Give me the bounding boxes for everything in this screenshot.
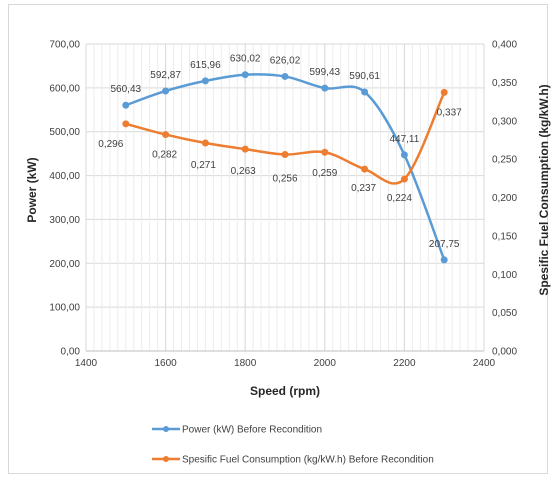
power-data-label: 207,75 (429, 239, 460, 250)
y2-tick-label: 0,300 (492, 116, 517, 127)
y-tick-label: 600,00 (49, 83, 80, 94)
y-tick-label: 500,00 (49, 127, 80, 138)
sfc-data-label: 0,337 (437, 107, 462, 118)
sfc-data-point (241, 145, 249, 153)
sfc-data-point (321, 148, 329, 156)
power-data-point (162, 87, 170, 95)
sfc-data-label: 0,271 (191, 160, 216, 171)
sfc-data-label: 0,256 (272, 174, 297, 185)
sfc-data-label: 0,224 (387, 193, 412, 204)
x-tick-label: 2400 (473, 358, 496, 369)
power-data-label: 592,87 (150, 70, 181, 81)
y2-tick-label: 0,200 (492, 193, 517, 204)
sfc-data-point (281, 151, 289, 159)
legend-power-marker (163, 426, 169, 432)
y2-tick-label: 0,050 (492, 308, 517, 319)
sfc-data-point (201, 139, 209, 147)
sfc-data-point (361, 165, 369, 173)
x-tick-label: 2000 (314, 358, 337, 369)
y-tick-label: 300,00 (49, 215, 80, 226)
sfc-data-label: 0,263 (231, 166, 256, 177)
sfc-data-point (440, 88, 448, 96)
power-data-point (201, 77, 209, 85)
sfc-data-point (122, 120, 130, 128)
grid (85, 43, 485, 352)
y-tick-label: 200,00 (49, 259, 80, 270)
y2-tick-label: 0,150 (492, 231, 517, 242)
power-data-point (122, 101, 130, 109)
power-data-label: 626,02 (270, 55, 301, 66)
power-data-point (440, 256, 448, 264)
legend-power-label: Power (kW) Before Recondition (182, 425, 322, 436)
power-data-label: 630,02 (230, 54, 261, 65)
y-axis-title: Power (kW) (25, 157, 39, 222)
y2-tick-label: 0,000 (492, 347, 517, 358)
sfc-data-label: 0,237 (351, 183, 376, 194)
x-tick-label: 1600 (154, 358, 177, 369)
y-tick-label: 400,00 (49, 171, 80, 182)
power-data-label: 447,11 (389, 134, 419, 145)
x-tick-label: 1800 (234, 358, 257, 369)
chart-frame (8, 4, 548, 474)
power-data-point (281, 72, 289, 80)
power-data-label: 560,43 (111, 84, 142, 95)
power-data-label: 615,96 (190, 60, 221, 71)
y2-axis-title: Spesific Fuel Consumption (kg/kW.h) (537, 84, 551, 295)
power-data-label: 590,61 (349, 71, 380, 82)
x-axis-title: Speed (rpm) (250, 384, 320, 398)
power-data-point (241, 71, 249, 79)
power-data-point (321, 84, 329, 92)
sfc-data-point (162, 131, 170, 139)
x-tick-label: 1400 (75, 358, 98, 369)
series-layer (122, 71, 448, 264)
power-data-point (361, 88, 369, 96)
sfc-data-label: 0,282 (152, 150, 177, 161)
legend-sfc-label: Spesific Fuel Consumption (kg/kW.h) Befo… (182, 455, 434, 466)
y2-tick-label: 0,100 (492, 270, 517, 281)
y2-tick-label: 0,250 (492, 155, 517, 166)
legend-sfc-marker (163, 456, 169, 462)
y-tick-label: 0,00 (61, 347, 81, 358)
sfc-data-label: 0,296 (98, 139, 123, 150)
y-tick-label: 700,00 (49, 40, 80, 51)
legend: Power (kW) Before Recondition Spesific Fu… (152, 425, 434, 466)
sfc-data-point (400, 175, 408, 183)
axes: 0,00 100,00 200,00 300,00 400,00 500,00 600,00… (49, 40, 517, 370)
y2-tick-label: 0,350 (492, 78, 517, 89)
y2-tick-label: 0,400 (492, 40, 517, 51)
power-data-point (400, 151, 408, 159)
sfc-data-label: 0,259 (312, 168, 337, 179)
data-labels: 560,43 592,87 615,96 630,02 626,02 599,43 590,… (98, 54, 462, 250)
x-tick-label: 2200 (393, 358, 416, 369)
y-tick-label: 100,00 (49, 303, 80, 314)
power-data-label: 599,43 (310, 67, 341, 78)
